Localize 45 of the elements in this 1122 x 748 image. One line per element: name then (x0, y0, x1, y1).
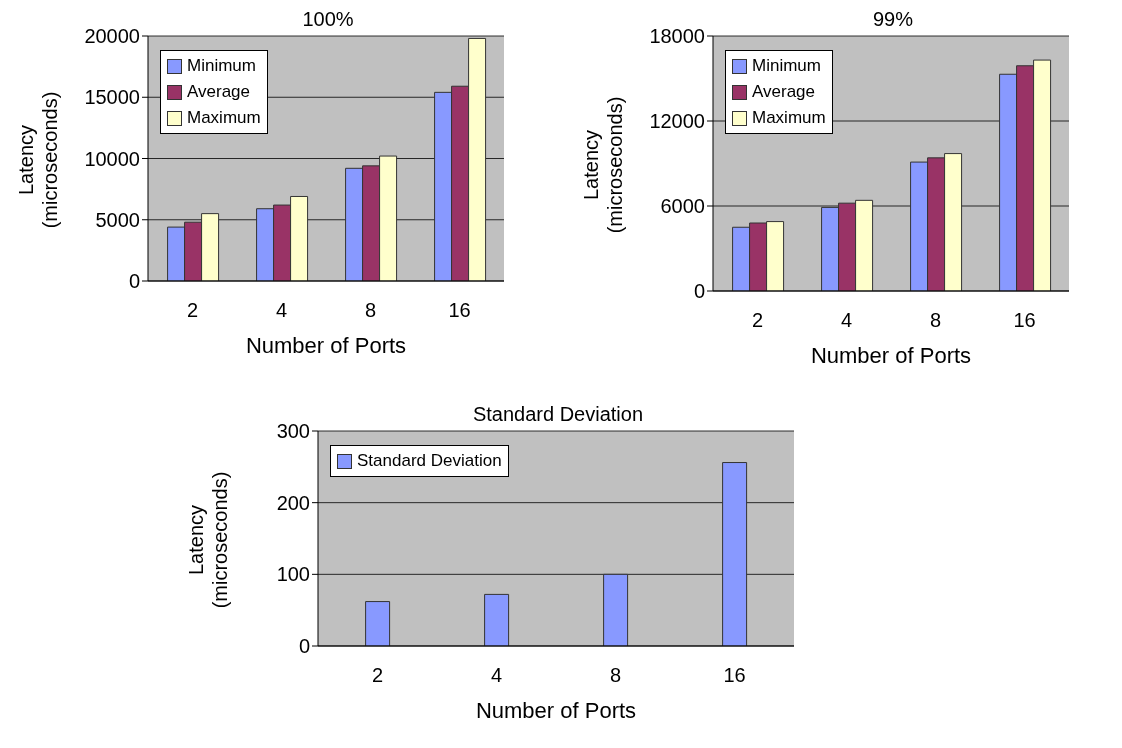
x-tick-label: 8 (364, 299, 377, 322)
y-tick-label: 200 (276, 491, 310, 514)
y-tick-label: 12000 (649, 110, 705, 133)
chart-title: 100% (301, 8, 355, 31)
legend-label: Minimum (752, 55, 821, 77)
x-tick-label: 16 (1013, 309, 1036, 332)
y-tick-label: 100 (276, 563, 310, 586)
x-tick-label: 8 (609, 664, 622, 687)
bar (484, 593, 510, 646)
x-tick-label: 2 (186, 299, 199, 322)
legend-label: Standard Deviation (357, 450, 502, 472)
legend-label: Average (187, 81, 251, 103)
x-axis-title: Number of Ports (475, 698, 637, 723)
y-tick-label: 300 (276, 420, 310, 443)
bar (603, 573, 629, 646)
chart-title: Standard Deviation (471, 403, 645, 426)
y-axis-title: Latency (microseconds) (579, 95, 627, 235)
y-tick-label: 15000 (84, 86, 140, 109)
x-tick-label: 4 (840, 309, 853, 332)
x-tick-label: 4 (275, 299, 288, 322)
x-tick-label: 2 (371, 664, 384, 687)
chart-title: 99% (872, 8, 914, 31)
x-tick-label: 2 (751, 309, 764, 332)
y-tick-label: 0 (128, 270, 140, 293)
y-tick-label: 0 (693, 280, 705, 303)
y-tick-label: 5000 (95, 208, 140, 231)
bar (365, 601, 391, 646)
y-tick-label: 10000 (84, 147, 140, 170)
legend-label: Minimum (187, 55, 256, 77)
x-axis-title: Number of Ports (810, 343, 972, 368)
y-tick-label: 18000 (649, 25, 705, 48)
legend-label: Maximum (187, 107, 261, 129)
x-tick-label: 4 (490, 664, 503, 687)
x-tick-label: 16 (448, 299, 471, 322)
x-tick-label: 8 (929, 309, 942, 332)
y-axis-title: Latency (microseconds) (184, 470, 232, 610)
x-tick-label: 16 (723, 664, 746, 687)
legend-label: Average (752, 81, 816, 103)
x-axis-title: Number of Ports (245, 333, 407, 358)
y-tick-label: 0 (298, 635, 310, 658)
y-tick-label: 6000 (660, 195, 705, 218)
y-axis-title: Latency (microseconds) (14, 90, 62, 230)
y-tick-label: 20000 (84, 25, 140, 48)
bar (722, 462, 748, 646)
legend-label: Maximum (752, 107, 826, 129)
